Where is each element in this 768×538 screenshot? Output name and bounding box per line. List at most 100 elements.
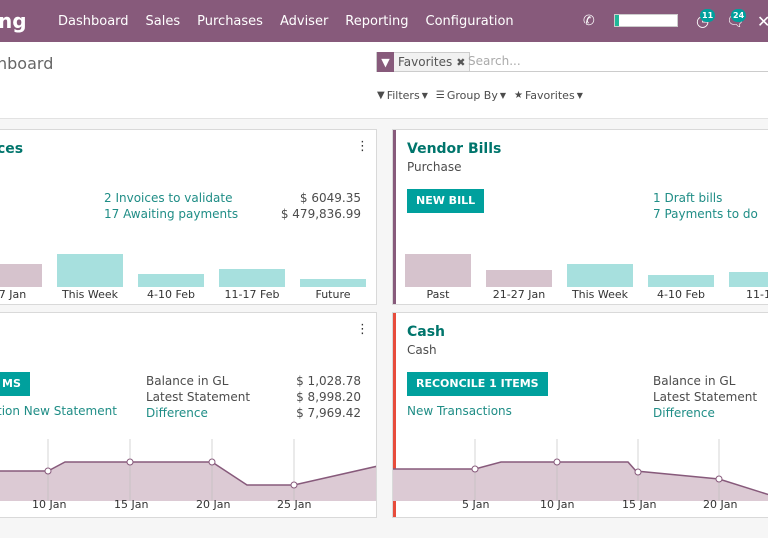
card-subtitle: Cash bbox=[407, 343, 437, 357]
caret-down-icon: ▼ bbox=[421, 91, 428, 100]
data-point bbox=[471, 465, 479, 473]
axis-tick-label: 15 Jan bbox=[114, 498, 149, 511]
payments-to-do-link[interactable]: 7 Payments to do bbox=[653, 207, 758, 221]
bar-label: 27 Jan bbox=[0, 288, 27, 301]
menu-reporting[interactable]: Reporting bbox=[345, 13, 409, 29]
balance-gl-label: Balance in GL bbox=[653, 374, 736, 388]
search-input[interactable] bbox=[468, 54, 758, 68]
group-by-label: Group By bbox=[446, 89, 498, 102]
bar[interactable] bbox=[729, 272, 768, 287]
line-series bbox=[393, 461, 768, 496]
control-panel-divider bbox=[0, 118, 768, 119]
new-bill-button[interactable]: NEW BILL bbox=[407, 189, 485, 213]
menu-adviser[interactable]: Adviser bbox=[279, 13, 329, 29]
data-point bbox=[634, 468, 642, 476]
bar[interactable] bbox=[219, 269, 285, 287]
awaiting-payments-link[interactable]: 17 Awaiting payments bbox=[104, 207, 239, 221]
caret-down-icon: ▼ bbox=[499, 91, 507, 100]
filter-icon: ▼ bbox=[377, 90, 385, 101]
line-area bbox=[0, 462, 376, 501]
bar-label: 4-10 Feb bbox=[657, 288, 705, 301]
new-statement-link[interactable]: tion New Statement bbox=[0, 404, 117, 418]
data-point bbox=[44, 467, 52, 475]
main-menu: Dashboard Sales Purchases Adviser Report… bbox=[58, 0, 531, 42]
kebab-menu-icon[interactable]: ⋮ bbox=[356, 139, 369, 154]
invoices-to-validate-link[interactable]: 2 Invoices to validate bbox=[104, 191, 233, 205]
message-badge: 24 bbox=[731, 9, 747, 22]
axis-tick-label: 15 Jan bbox=[622, 498, 657, 511]
bar-label: 21-27 Jan bbox=[492, 288, 546, 301]
axis-tick-label: 25 Jan bbox=[277, 498, 312, 511]
search-toolbar: ▼ Filters ▼ ☰ Group By ▼ ★ Favorites ▼ bbox=[377, 89, 591, 102]
bar[interactable] bbox=[405, 254, 471, 287]
new-transactions-link[interactable]: New Transactions bbox=[407, 404, 512, 418]
phone-icon[interactable]: ✆ bbox=[583, 13, 595, 29]
data-point bbox=[553, 458, 561, 466]
axis-tick-label: 10 Jan bbox=[540, 498, 575, 511]
progress-bar bbox=[614, 14, 678, 27]
filters-label: Filters bbox=[386, 89, 420, 102]
invoices-card: ces ⋮ 2 Invoices to validate 17 Awaiting… bbox=[0, 129, 377, 305]
menu-sales[interactable]: Sales bbox=[145, 13, 181, 29]
bar-label: This Week bbox=[571, 288, 629, 301]
card-title[interactable]: ces bbox=[0, 141, 24, 157]
bar-label: 4-10 Feb bbox=[147, 288, 195, 301]
group-icon: ☰ bbox=[435, 90, 445, 101]
page-title: hboard bbox=[0, 54, 54, 73]
data-point bbox=[126, 458, 134, 466]
axis-tick-label: 20 Jan bbox=[196, 498, 231, 511]
data-point bbox=[208, 458, 216, 466]
bar-label: Past bbox=[426, 288, 450, 301]
balance-gl-label: Balance in GL bbox=[146, 374, 229, 388]
difference-link[interactable]: Difference bbox=[653, 406, 715, 420]
bar[interactable] bbox=[138, 274, 204, 287]
latest-statement-amount: $ 8,998.20 bbox=[296, 390, 361, 404]
reconcile-button[interactable]: RECONCILE 1 ITEMS bbox=[407, 372, 548, 396]
star-icon: ★ bbox=[514, 90, 523, 101]
caret-down-icon: ▼ bbox=[576, 91, 583, 100]
bar-label: Future bbox=[315, 288, 351, 301]
bar-label: This Week bbox=[61, 288, 119, 301]
bank-action-button[interactable]: MS bbox=[0, 372, 30, 396]
latest-statement-label: Latest Statement bbox=[146, 390, 251, 404]
difference-amount: $ 7,969.42 bbox=[296, 406, 361, 420]
bank-card: ⋮ MS tion New Statement Balance in GL La… bbox=[0, 312, 377, 518]
card-title[interactable]: Cash bbox=[407, 324, 446, 340]
card-accent bbox=[393, 313, 396, 517]
filter-icon: ▼ bbox=[377, 52, 394, 72]
bar[interactable] bbox=[57, 254, 123, 287]
menu-dashboard[interactable]: Dashboard bbox=[58, 13, 129, 29]
facet-label: Favorites bbox=[398, 55, 453, 69]
axis-tick-label: 20 Jan bbox=[703, 498, 738, 511]
difference-link[interactable]: Difference bbox=[146, 406, 208, 420]
draft-bills-link[interactable]: 1 Draft bills bbox=[653, 191, 723, 205]
menu-configuration[interactable]: Configuration bbox=[425, 13, 514, 29]
remove-facet-icon[interactable]: ✖ bbox=[456, 55, 466, 69]
progress-fill bbox=[615, 15, 619, 26]
bank-line-chart bbox=[0, 439, 376, 501]
cash-line-chart bbox=[393, 439, 768, 501]
bar[interactable] bbox=[300, 279, 366, 287]
axis-tick-label: 10 Jan bbox=[32, 498, 67, 511]
search-box: ▼ Favorites ✖ bbox=[376, 52, 768, 72]
bar[interactable] bbox=[486, 270, 552, 287]
menu-purchases[interactable]: Purchases bbox=[197, 13, 263, 29]
data-point bbox=[290, 481, 298, 489]
activity-badge: 11 bbox=[700, 9, 716, 22]
bar[interactable] bbox=[567, 264, 633, 287]
close-icon[interactable]: ✕ bbox=[757, 12, 768, 31]
group-by-button[interactable]: ☰ Group By ▼ bbox=[436, 89, 506, 102]
favorites-label: Favorites bbox=[524, 89, 575, 102]
favorites-button[interactable]: ★ Favorites ▼ bbox=[514, 89, 583, 102]
kebab-menu-icon[interactable]: ⋮ bbox=[356, 322, 369, 337]
app-brand[interactable]: ng bbox=[0, 9, 27, 33]
data-point bbox=[715, 475, 723, 483]
vendor-bills-bar-chart: Past 21-27 Jan This Week 4-10 Feb 11-17 bbox=[393, 245, 768, 301]
bar[interactable] bbox=[648, 275, 714, 287]
filters-button[interactable]: ▼ Filters ▼ bbox=[377, 89, 428, 102]
amount-to-validate: $ 6049.35 bbox=[299, 191, 361, 205]
line-area bbox=[393, 462, 768, 501]
bar-label: 11-17 Feb bbox=[224, 288, 280, 301]
card-title[interactable]: Vendor Bills bbox=[407, 141, 502, 157]
bar[interactable] bbox=[0, 264, 42, 287]
